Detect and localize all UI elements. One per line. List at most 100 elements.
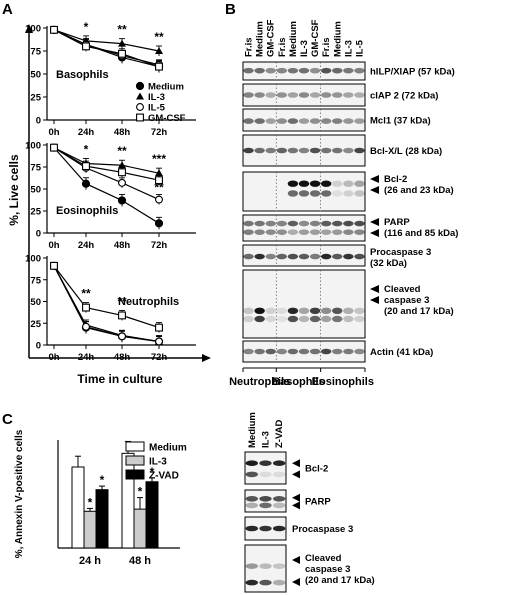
subplot-title: Basophils xyxy=(56,69,109,81)
blot-band xyxy=(343,307,354,314)
blot-band xyxy=(309,220,321,227)
c-blot-label-bcl-2: Bcl-2 xyxy=(305,464,328,475)
blot-band xyxy=(309,229,321,235)
data-point-gm-csf xyxy=(118,311,126,320)
bar-significance: * xyxy=(88,495,93,509)
panel-a-y-arrowhead xyxy=(25,24,33,33)
significance-marker: ** xyxy=(117,144,127,158)
blot-cleaved xyxy=(242,269,366,339)
blot-band xyxy=(298,253,310,260)
series-line-gm-csf xyxy=(53,265,160,329)
bar-legend-swatch-medium xyxy=(125,441,145,452)
blot-band xyxy=(287,118,299,124)
c-lane-label-il-3: IL-3 xyxy=(261,431,272,448)
blot-band xyxy=(276,67,288,74)
c-blot-band xyxy=(273,579,286,586)
c-blot-label-procaspase-3: Procaspase 3 xyxy=(292,524,353,535)
c-band-arrowhead xyxy=(292,459,300,468)
blot-label-line2: (116 and 85 kDa) xyxy=(384,228,458,239)
blot-band xyxy=(332,307,343,314)
bar-significance: * xyxy=(100,473,105,487)
lane-label-il-3: IL-3 xyxy=(343,40,354,57)
blot-band xyxy=(287,190,299,197)
blot-band xyxy=(354,147,365,154)
y-tick-label: 75 xyxy=(30,163,41,174)
x-tick-label: 72h xyxy=(151,240,168,251)
lane-label-fr-is: Fr.is xyxy=(277,37,288,57)
legend-marker-medium xyxy=(135,81,145,91)
blot-band xyxy=(243,253,254,260)
blot-label-mcl1-37-kda: Mcl1 (37 kDa) xyxy=(370,116,431,127)
blot-band xyxy=(287,180,299,187)
blot-band xyxy=(276,307,288,314)
band-arrowhead xyxy=(370,175,379,183)
x-tick-label: 48h xyxy=(114,352,131,363)
data-point-gm-csf xyxy=(82,42,90,51)
c-blot-band xyxy=(245,563,258,569)
blot-band xyxy=(320,180,332,187)
c-band-arrowhead xyxy=(292,493,300,502)
blot-label-bcl-x-l-28-kda: Bcl-X/L (28 kDa) xyxy=(370,146,442,157)
blot-band xyxy=(354,315,365,323)
blot-label-line2: caspase 3 xyxy=(384,295,429,306)
significance-marker: * xyxy=(84,142,89,156)
blot-band xyxy=(332,180,343,187)
blot-band xyxy=(354,180,365,187)
blot-band xyxy=(287,253,299,260)
legend-label-il-5: IL-5 xyxy=(148,103,166,114)
blot-band xyxy=(276,118,288,124)
blot-band xyxy=(320,147,332,154)
c-band-arrowhead xyxy=(292,501,300,510)
blot-band xyxy=(309,67,321,74)
blot-band xyxy=(309,180,321,187)
blot-band xyxy=(354,229,365,235)
bar-legend-label-il-3: IL-3 xyxy=(149,457,167,468)
blot-band xyxy=(354,253,365,260)
panel-b-lane-labels: Fr.is Medium GM-CSF Fr.is Medium IL-3 GM-CSF Fr… xyxy=(244,19,366,57)
c-blot-label-line2: caspase 3 xyxy=(305,564,350,575)
cell-group-basophils: Basophils xyxy=(272,376,325,388)
blot-mcl1-37-kda xyxy=(242,108,366,132)
c-blot-bcl-2 xyxy=(244,451,287,485)
blot-band xyxy=(332,348,343,355)
blot-band xyxy=(309,348,321,355)
blot-band xyxy=(243,147,254,154)
blot-band xyxy=(332,220,343,227)
y-tick-label: 50 xyxy=(30,70,41,81)
blot-band xyxy=(332,92,343,98)
panel-letter-a: A xyxy=(2,1,13,18)
blot-band xyxy=(298,118,310,124)
legend-label-medium: Medium xyxy=(148,82,184,93)
band-arrowhead xyxy=(370,218,379,226)
data-point-gm-csf xyxy=(118,49,126,58)
lane-label-il-5: IL-5 xyxy=(354,39,365,57)
blot-band xyxy=(354,190,365,197)
c-blot-band xyxy=(259,563,272,569)
significance-marker: *** xyxy=(152,152,166,166)
panel-a-x-axis-label: Time in culture xyxy=(77,372,162,386)
y-tick-label: 75 xyxy=(30,47,41,58)
bar-legend-swatch-il-3 xyxy=(125,455,145,466)
blot-label-bcl-2: Bcl-2 xyxy=(384,174,407,185)
blot-band xyxy=(320,118,332,124)
blot-band xyxy=(309,92,321,98)
band-arrowhead xyxy=(370,296,379,304)
blot-band xyxy=(287,220,299,227)
blot-band xyxy=(276,220,288,227)
blot-band xyxy=(298,190,310,197)
y-tick-label: 25 xyxy=(30,93,41,104)
blot-band xyxy=(243,229,254,235)
x-tick-label: 48h xyxy=(114,127,131,138)
subplot-title: Neutrophils xyxy=(118,296,179,308)
blot-label-cleaved: Cleaved xyxy=(384,284,421,295)
y-tick-label: 100 xyxy=(25,24,41,35)
panel-b-blots: hILP/XIAP (57 kDa) cIAP 2 (72 kDa) Mcl1 (3… xyxy=(242,61,458,363)
series-line-medium xyxy=(53,147,160,224)
blot-band xyxy=(343,180,354,187)
blot-band xyxy=(354,92,365,98)
blot-band xyxy=(320,190,332,197)
blot-band xyxy=(287,147,299,154)
lane-label-gm-csf: GM-CSF xyxy=(266,19,277,57)
c-blot-band xyxy=(273,496,286,502)
